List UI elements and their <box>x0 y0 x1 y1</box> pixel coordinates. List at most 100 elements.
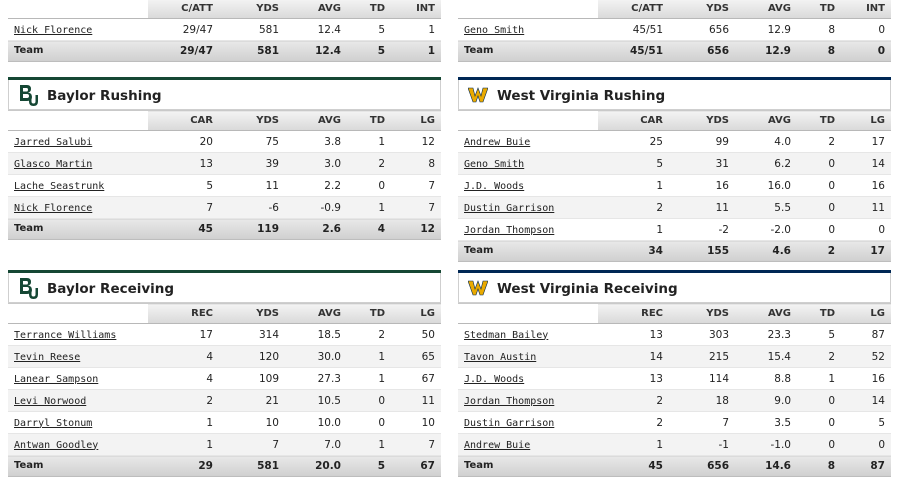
title-accent-bar <box>458 270 891 273</box>
player-name-link[interactable]: Tevin Reese <box>14 351 81 363</box>
team-stat-cell: 45 <box>598 455 669 476</box>
stat-cell: 18.5 <box>285 323 347 346</box>
stat-cell: 0 <box>797 196 841 219</box>
player-row: Jarred Salubi 20 75 3.8 1 12 <box>8 130 441 153</box>
stat-cell: 17 <box>148 323 219 346</box>
player-name-link[interactable]: Andrew Buie <box>464 439 531 451</box>
column-header: C/ATT <box>598 0 669 19</box>
team-stat-cell: 119 <box>219 218 285 239</box>
stat-cell: 2 <box>797 345 841 368</box>
player-name-link[interactable]: Jarred Salubi <box>14 136 93 148</box>
column-header: REC <box>148 303 219 324</box>
panel-title-bar: West Virginia Rushing <box>458 77 891 110</box>
stat-cell: 7 <box>219 433 285 456</box>
player-name-link[interactable]: Dustin Garrison <box>464 202 555 214</box>
team-stat-cell: 20.0 <box>285 455 347 476</box>
title-accent-bar <box>8 77 441 80</box>
panel-title: Baylor Rushing <box>47 88 162 104</box>
player-name-link[interactable]: Jordan Thompson <box>464 395 555 407</box>
stat-cell: 23.3 <box>735 323 797 346</box>
stat-cell: 8.8 <box>735 367 797 390</box>
player-row: Geno Smith 5 31 6.2 0 14 <box>458 152 891 175</box>
player-row: Dustin Garrison 2 11 5.5 0 11 <box>458 196 891 219</box>
stat-cell: -0.9 <box>285 196 347 219</box>
player-name-link[interactable]: Terrance Williams <box>14 329 117 341</box>
header-row: CAR YDS AVG TD LG <box>8 110 441 131</box>
player-name-link[interactable]: Lache Seastrunk <box>14 180 105 192</box>
stat-cell: 9.0 <box>735 389 797 412</box>
player-name-link[interactable]: Darryl Stonum <box>14 417 93 429</box>
team-stat-cell: 2.6 <box>285 218 347 239</box>
player-name-link[interactable]: Nick Florence <box>14 202 93 214</box>
column-header: INT <box>391 0 441 19</box>
panel-title-bar: Baylor Rushing <box>8 77 441 110</box>
stat-cell: 7 <box>391 174 441 197</box>
stat-cell: -2.0 <box>735 218 797 241</box>
column-header: INT <box>841 0 891 19</box>
team-label: Team <box>458 40 598 61</box>
column-header: TD <box>347 303 391 324</box>
stat-cell: 656 <box>669 18 735 41</box>
player-name-cell: Geno Smith <box>458 18 598 41</box>
stat-cell: 0 <box>797 411 841 434</box>
player-name-link[interactable]: Stedman Bailey <box>464 329 549 341</box>
stat-cell: 27.3 <box>285 367 347 390</box>
stat-cell: 8 <box>797 18 841 41</box>
stat-cell: 0 <box>347 411 391 434</box>
player-name-link[interactable]: Andrew Buie <box>464 136 531 148</box>
team-total-row: Team 34 155 4.6 2 17 <box>458 240 891 261</box>
team-stat-cell: 87 <box>841 455 891 476</box>
player-name-link[interactable]: J.D. Woods <box>464 180 525 192</box>
stat-cell: 6.2 <box>735 152 797 175</box>
column-header: LG <box>841 303 891 324</box>
wvu-receiving-panel: West Virginia Receiving REC YDS AVG TD LG Sted… <box>458 270 891 477</box>
title-accent-bar <box>458 77 891 80</box>
team-label: Team <box>8 40 148 61</box>
stat-cell: 14 <box>841 152 891 175</box>
player-name-link[interactable]: Lanear Sampson <box>14 373 99 385</box>
header-row: REC YDS AVG TD LG <box>8 303 441 324</box>
stat-cell: 12.9 <box>735 18 797 41</box>
column-header: REC <box>598 303 669 324</box>
panel-title-bar: Baylor Receiving <box>8 270 441 303</box>
player-name-link[interactable]: Geno Smith <box>464 24 525 36</box>
column-header: AVG <box>285 0 347 19</box>
player-name-link[interactable]: Tavon Austin <box>464 351 537 363</box>
stat-cell: 0 <box>841 218 891 241</box>
player-name-link[interactable]: Jordan Thompson <box>464 224 555 236</box>
team-stat-cell: 4 <box>347 218 391 239</box>
player-name-link[interactable]: Glasco Martin <box>14 158 93 170</box>
column-header: LG <box>841 110 891 131</box>
header-blank <box>8 110 148 131</box>
player-name-link[interactable]: Antwan Goodley <box>14 439 99 451</box>
stat-cell: 8 <box>391 152 441 175</box>
team-stat-cell: 2 <box>797 240 841 261</box>
player-name-link[interactable]: Dustin Garrison <box>464 417 555 429</box>
stat-cell: 10 <box>219 411 285 434</box>
stat-cell: 1 <box>797 367 841 390</box>
player-name-cell: Levi Norwood <box>8 389 148 412</box>
stat-cell: 1 <box>148 411 219 434</box>
team-stat-cell: 581 <box>219 455 285 476</box>
team-total-row: Team 45/51 656 12.9 8 0 <box>458 40 891 61</box>
baylor-passing-panel: C/ATT YDS AVG TD INT Nick Florence 29/47 581 12.… <box>8 0 441 62</box>
player-row: Geno Smith 45/51 656 12.9 8 0 <box>458 18 891 41</box>
stat-cell: 4 <box>148 367 219 390</box>
team-stat-cell: 12.9 <box>735 40 797 61</box>
title-accent-bar <box>8 270 441 273</box>
panel-title: West Virginia Receiving <box>497 281 678 297</box>
team-label: Team <box>8 455 148 476</box>
player-name-link[interactable]: Nick Florence <box>14 24 93 36</box>
column-header: LG <box>391 110 441 131</box>
player-name-link[interactable]: Levi Norwood <box>14 395 87 407</box>
panel-title-bar: West Virginia Receiving <box>458 270 891 303</box>
stats-table: REC YDS AVG TD LG Terrance Williams 17 314 18.5 2… <box>8 303 441 476</box>
player-name-link[interactable]: Geno Smith <box>464 158 525 170</box>
player-name-cell: Andrew Buie <box>458 433 598 456</box>
player-name-link[interactable]: J.D. Woods <box>464 373 525 385</box>
team-stat-cell: 17 <box>841 240 891 261</box>
player-row: Andrew Buie 1 -1 -1.0 0 0 <box>458 433 891 456</box>
stats-table: CAR YDS AVG TD LG Jarred Salubi 20 75 3.8 1 12 Glas… <box>8 110 441 239</box>
stat-cell: 314 <box>219 323 285 346</box>
player-name-cell: Lanear Sampson <box>8 367 148 390</box>
